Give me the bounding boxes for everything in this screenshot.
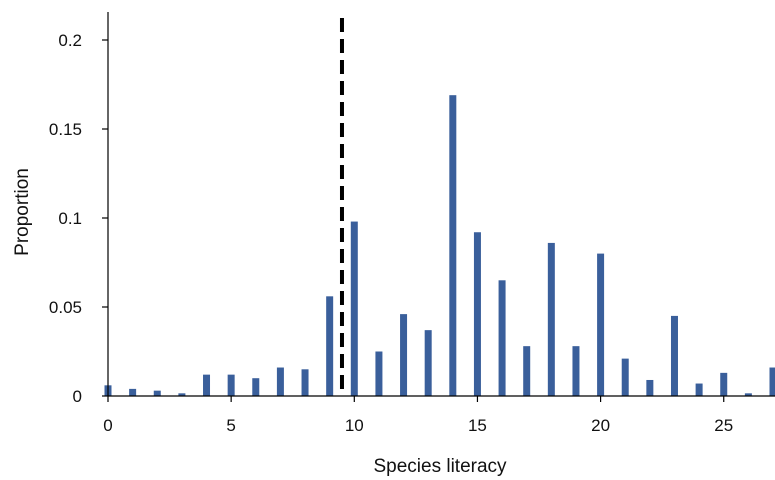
bar-7 [276, 367, 284, 396]
bar-24 [695, 383, 703, 396]
bar-8 [301, 369, 309, 396]
y-tick-label: 0 [73, 387, 82, 406]
bar-4 [203, 374, 211, 396]
x-tick-label: 10 [345, 416, 364, 435]
y-tick-label: 0.1 [58, 209, 82, 228]
x-tick-label: 25 [714, 416, 733, 435]
bar-10 [350, 221, 358, 396]
bar-17 [523, 346, 531, 396]
bar-26 [744, 393, 752, 396]
bar-6 [252, 378, 260, 396]
bar-3 [178, 393, 186, 396]
y-axis-title: Proportion [12, 168, 33, 256]
bar-5 [227, 374, 235, 396]
x-axis-title: Species literacy [373, 456, 507, 477]
bar-11 [375, 351, 383, 396]
bar-23 [670, 315, 678, 396]
bar-20 [597, 253, 605, 396]
bar-19 [572, 346, 580, 396]
bar-14 [449, 95, 457, 397]
bar-12 [400, 314, 408, 396]
x-tick-label: 0 [103, 416, 112, 435]
bar-22 [646, 379, 654, 396]
x-tick-label: 5 [226, 416, 235, 435]
bar-16 [498, 280, 506, 396]
bar-25 [720, 372, 728, 396]
y-tick-label: 0.15 [49, 120, 82, 139]
bar-13 [424, 330, 432, 396]
x-ticks-group: 0 5 10 15 20 25 [103, 396, 733, 435]
bar-18 [547, 242, 555, 396]
bars-group [104, 95, 775, 397]
bar-27 [769, 367, 775, 396]
bar-21 [621, 358, 629, 396]
y-tick-label: 0.05 [49, 298, 82, 317]
bar-2 [153, 390, 161, 396]
bar-1 [129, 388, 137, 396]
bar-9 [326, 296, 334, 396]
bar-15 [473, 232, 481, 396]
x-tick-label: 20 [591, 416, 610, 435]
y-tick-label: 0.2 [58, 31, 82, 50]
x-tick-label: 15 [468, 416, 487, 435]
y-ticks-group: 0 0.05 0.1 0.15 0.2 [49, 31, 108, 406]
